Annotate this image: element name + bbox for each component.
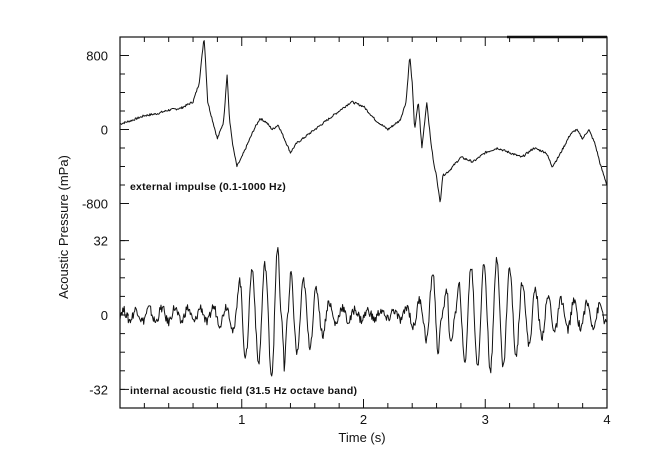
x-tick-label: 4: [603, 412, 610, 427]
x-tick-label: 2: [360, 412, 367, 427]
series-line-internal: [119, 247, 608, 377]
tick-labels: 1 2 3 4 800 0 -800 32 0 -32: [82, 49, 611, 428]
y-tick-label: 800: [86, 49, 108, 64]
series-lines: [119, 40, 608, 377]
y-tick-label: -800: [82, 197, 108, 212]
y-tick-label: 0: [101, 308, 108, 323]
x-axis-title: Time (s): [338, 430, 385, 445]
plot-frame: [119, 35, 608, 409]
x-tick-label: 1: [238, 412, 245, 427]
y-tick-label: 32: [94, 234, 108, 249]
x-tick-label: 3: [482, 412, 489, 427]
axis-ticks: [119, 37, 608, 408]
panel-label-external: external impulse (0.1-1000 Hz): [130, 181, 286, 193]
panel-label-internal: internal acoustic field (31.5 Hz octave …: [130, 385, 357, 397]
plot-border: [119, 36, 608, 409]
series-line-external: [119, 40, 608, 203]
y-axis-title: Acoustic Pressure (mPa): [56, 155, 71, 299]
y-tick-label: 0: [101, 123, 108, 138]
y-tick-label: -32: [89, 382, 108, 397]
